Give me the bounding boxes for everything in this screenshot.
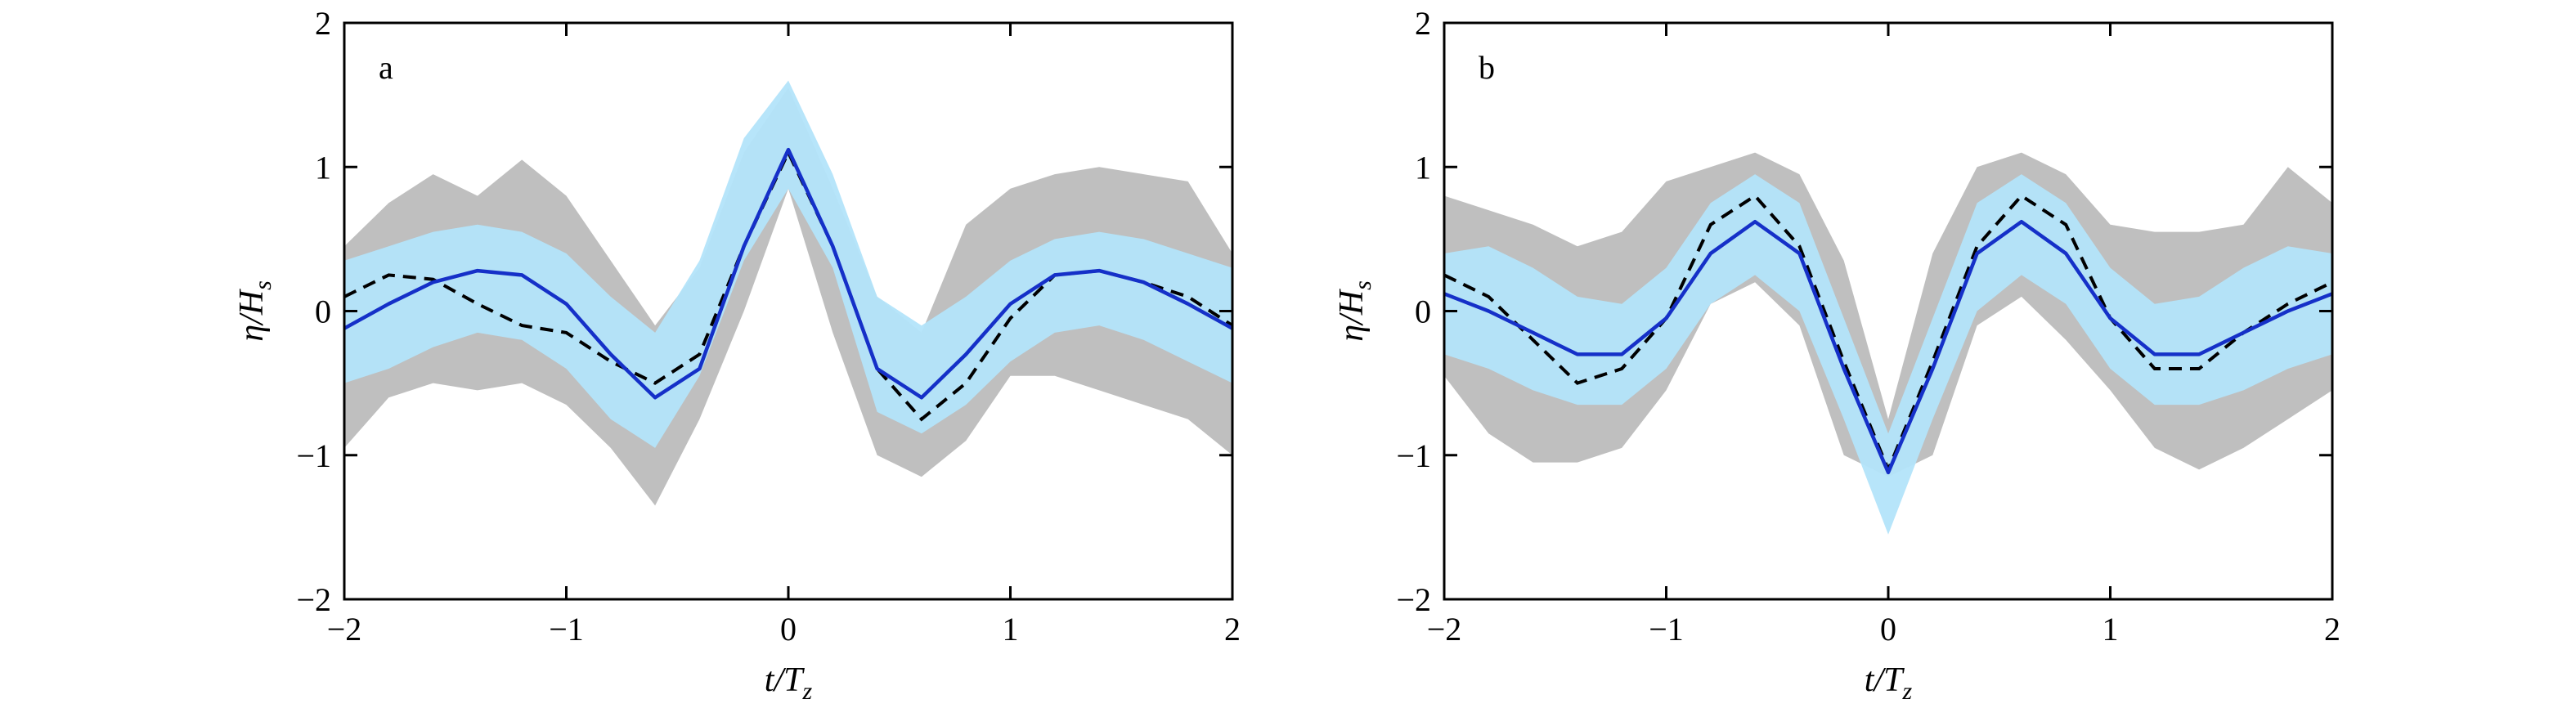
x-tick-label: 0 — [780, 611, 797, 648]
y-tick-label: 2 — [315, 5, 331, 42]
x-tick-label: 1 — [1003, 611, 1019, 648]
panel-label: a — [379, 49, 393, 86]
y-tick-label: 2 — [1415, 5, 1431, 42]
chart-panel-a: −2 −1 0 1 2 −2 −1 0 1 2 a t/Tz η/Hs — [233, 5, 1241, 705]
y-tick-label: 1 — [1415, 149, 1431, 186]
x-tick-label: 1 — [2103, 611, 2119, 648]
y-tick-label: 0 — [315, 294, 331, 330]
x-tick-label: −2 — [327, 611, 362, 648]
mean-line — [1443, 219, 2333, 475]
y-tick-label: 1 — [315, 149, 331, 186]
y-tick-label: −2 — [1396, 581, 1431, 618]
y-tick-label: −1 — [1396, 437, 1431, 474]
dashed-theory-line — [343, 148, 1234, 422]
x-tick-label: −1 — [549, 611, 584, 648]
x-axis-label: t/Tz — [1865, 661, 1913, 705]
y-tick-label: −2 — [296, 581, 331, 618]
gray-envelope-band — [344, 87, 1232, 506]
y-axis-label: η/Hs — [233, 280, 276, 342]
x-axis-label: t/Tz — [765, 661, 813, 705]
panel-label: b — [1479, 49, 1495, 86]
x-tick-label: −2 — [1427, 611, 1462, 648]
y-tick-label: −1 — [296, 437, 331, 474]
x-tick-label: 0 — [1880, 611, 1896, 648]
y-axis-label: η/Hs — [1333, 280, 1376, 342]
x-tick-label: 2 — [1224, 611, 1241, 648]
y-tick-label: 0 — [1415, 294, 1431, 330]
gray-envelope-band — [1444, 152, 2332, 477]
chart-panel-b: −2 −1 0 1 2 −2 −1 0 1 2 b t/Tz η/Hs — [1333, 5, 2340, 705]
x-tick-label: 2 — [2324, 611, 2340, 648]
blue-envelope-band — [344, 80, 1232, 448]
x-tick-label: −1 — [1649, 611, 1684, 648]
mean-line — [343, 147, 1234, 400]
